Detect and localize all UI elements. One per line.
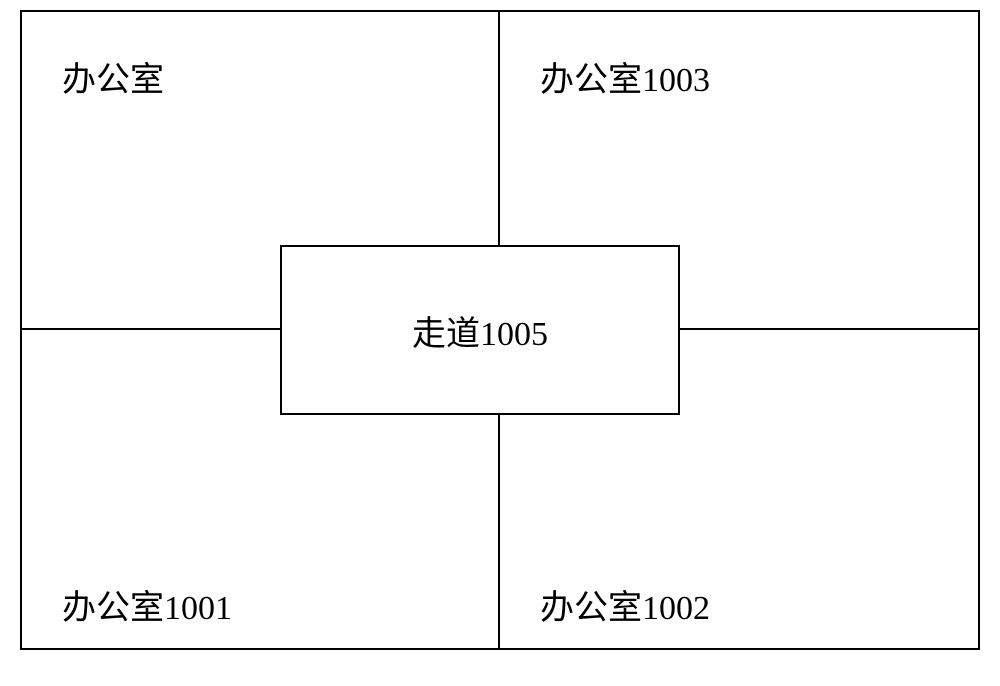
- room-label-top-left: 办公室: [62, 52, 164, 101]
- floorplan-container: 办公室 办公室1003 办公室1001 办公室1002 走道1005: [20, 10, 980, 650]
- room-label-top-right: 办公室1003: [540, 52, 710, 101]
- room-label-bottom-left: 办公室1001: [62, 580, 232, 629]
- corridor: 走道1005: [280, 245, 680, 415]
- corridor-label: 走道1005: [412, 306, 548, 355]
- room-label-bottom-right: 办公室1002: [540, 580, 710, 629]
